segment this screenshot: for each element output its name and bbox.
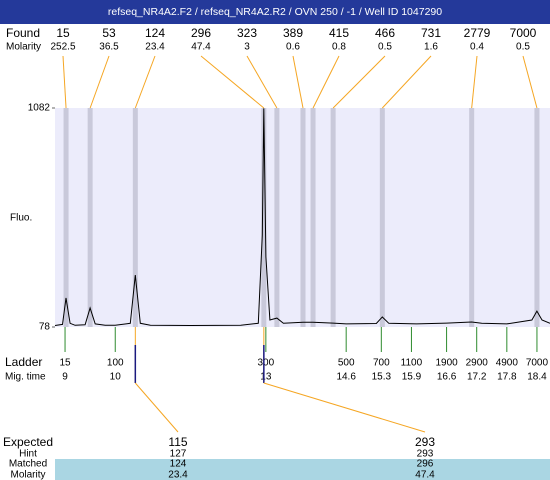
ladder-size: 700 [373,358,390,369]
found-size: 296 [191,26,211,40]
ladder-time: 14.6 [336,372,356,383]
found-band [534,108,540,327]
ladder-time: 17.2 [467,372,487,383]
found-size: 15 [56,26,70,40]
found-connector [89,55,110,109]
ladder-time: 9 [62,372,68,383]
ladder-label: Ladder [5,355,42,369]
found-connector [332,55,386,109]
found-molarity: 47.4 [191,42,211,53]
found-molarity: 23.4 [145,42,165,53]
found-size: 7000 [510,26,537,40]
expected-value: 47.4 [415,470,435,480]
y-tick-label: 1082 [28,103,51,114]
ladder-size: 500 [338,358,355,369]
found-connector [522,55,538,109]
found-connector [292,55,304,109]
ladder-size: 2900 [466,358,489,369]
ladder-size: 100 [107,358,124,369]
found-molarity: 1.6 [424,42,438,53]
expected-value: 115 [168,435,187,449]
expected-row-label: Molarity [10,470,45,480]
ladder-time: 13 [260,372,272,383]
found-connector [471,55,478,109]
found-molarity: 252.5 [50,42,75,53]
found-band [330,108,336,327]
found-size: 466 [375,26,395,40]
found-band [132,108,138,327]
expected-connector [263,382,426,433]
found-band [379,108,385,327]
found-molarity: 0.5 [516,42,530,53]
matched-highlight [55,459,550,480]
ladder-time: 17.8 [497,372,517,383]
expected-value: 293 [415,435,435,449]
expected-value: 296 [417,459,434,470]
ladder-size: 4900 [496,358,519,369]
found-size: 415 [329,26,349,40]
ladder-time: 18.4 [527,372,547,383]
ladder-time: 15.9 [402,372,422,383]
chart-title: refseq_NR4A2.F2 / refseq_NR4A2.R2 / OVN … [108,6,442,18]
found-size: 53 [102,26,116,40]
found-band [300,108,306,327]
ladder-size: 1900 [435,358,458,369]
y-tick-label: 78 [39,322,51,333]
trace [54,108,550,327]
ladder-size: 1100 [401,358,423,369]
found-band [87,108,93,327]
found-connector [134,55,156,109]
found-band [261,108,267,327]
molarity-label: Molarity [6,42,41,53]
expected-value: 293 [417,449,434,460]
expected-value: 127 [170,449,187,460]
found-molarity: 0.4 [470,42,484,53]
found-connector [312,55,340,109]
found-size: 124 [145,26,165,40]
expected-row-label: Matched [9,459,47,470]
found-label: Found [6,26,40,40]
expected-value: 124 [170,459,187,470]
expected-value: 23.4 [168,470,188,480]
found-molarity: 0.5 [378,42,392,53]
found-connector [200,55,265,109]
found-size: 323 [237,26,257,40]
found-connector [381,55,432,109]
found-size: 389 [283,26,303,40]
found-band [63,108,69,327]
found-size: 2779 [464,26,491,40]
found-molarity: 36.5 [99,42,119,53]
mig-time-label: Mig. time [5,372,46,383]
found-size: 731 [421,26,441,40]
found-connector [246,55,278,109]
header-bar [0,0,550,24]
found-band [310,108,316,327]
ladder-time: 16.6 [437,372,457,383]
ladder-size: 7000 [526,358,549,369]
y-axis-label: Fluo. [10,213,32,224]
expected-connector [134,382,179,433]
ladder-size: 15 [59,358,71,369]
expected-row-label: Expected [3,435,53,449]
found-molarity: 3 [244,42,250,53]
found-band [469,108,475,327]
ladder-size: 300 [258,358,275,369]
found-band [274,108,280,327]
found-connector [62,55,67,109]
found-molarity: 0.6 [286,42,300,53]
found-molarity: 0.8 [332,42,346,53]
ladder-time: 10 [110,372,122,383]
expected-row-label: Hint [19,449,37,460]
ladder-time: 15.3 [372,372,392,383]
